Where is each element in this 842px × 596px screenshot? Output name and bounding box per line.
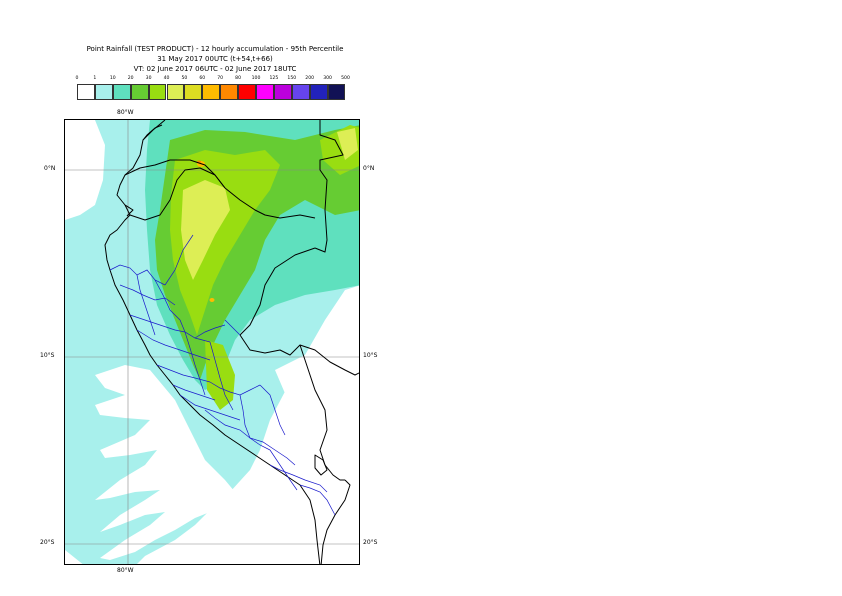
region-19 xyxy=(224,319,241,336)
legend-threshold-label: 80 xyxy=(235,76,242,81)
map-canvas xyxy=(65,120,359,564)
rain-band-50mm-ne xyxy=(337,128,358,160)
region-21 xyxy=(269,464,328,493)
legend-color-swatch xyxy=(202,84,221,100)
legend-color-swatch xyxy=(130,84,149,100)
region-14 xyxy=(204,409,251,439)
region-3 xyxy=(136,274,156,336)
legend-color-swatch xyxy=(273,84,292,100)
legend-color-swatch xyxy=(148,84,167,100)
legend-threshold-label: 50 xyxy=(181,76,188,81)
coast-north-detail xyxy=(142,124,163,141)
legend-threshold-label: 20 xyxy=(127,76,134,81)
legend-color-swatch xyxy=(184,84,203,100)
lat-label-right-0: 0°N xyxy=(363,165,375,172)
galapagos-coast xyxy=(124,204,134,217)
lat-label-left-10s: 10°S xyxy=(40,352,55,359)
region-11 xyxy=(172,384,216,401)
legend-threshold-label: 10 xyxy=(109,76,116,81)
legend-color-swatch xyxy=(327,84,346,100)
dry-ocean-south xyxy=(95,365,240,560)
legend-color-swatch xyxy=(220,84,239,100)
border-ecuador-peru xyxy=(129,167,316,221)
lon-label-top: 80°W xyxy=(117,109,134,116)
legend-threshold-label: 1 xyxy=(93,76,97,81)
lake-titicaca xyxy=(314,454,328,476)
border-colombia-ecuador xyxy=(124,159,226,189)
rain-spot-south xyxy=(209,298,215,302)
legend-color-swatch xyxy=(112,84,131,100)
region-4 xyxy=(154,279,186,333)
lat-label-left-0: 0°N xyxy=(44,165,56,172)
legend-threshold-label: 0 xyxy=(75,76,79,81)
lat-label-right-10s: 10°S xyxy=(363,352,378,359)
border-colombia-brazil xyxy=(314,120,344,253)
region-16 xyxy=(259,384,286,436)
legend-threshold-label: 500 xyxy=(341,76,350,81)
legend-color-swatch xyxy=(77,84,95,100)
legend-threshold-label: 100 xyxy=(251,76,261,81)
region-5 xyxy=(164,234,194,286)
region-13 xyxy=(209,381,261,396)
legend-threshold-label: 150 xyxy=(287,76,297,81)
region-22 xyxy=(299,484,336,516)
dry-patch-east xyxy=(275,355,340,440)
graticule xyxy=(65,120,359,564)
rain-band-50mm xyxy=(181,180,230,280)
title-line-2: 31 May 2017 00UTC (t+54,t+66) xyxy=(157,55,273,63)
legend-threshold-label: 60 xyxy=(199,76,206,81)
legend-color-swatch xyxy=(256,84,274,100)
lat-label-right-20s: 20°S xyxy=(363,539,378,546)
legend-threshold-label: 40 xyxy=(163,76,170,81)
region-12 xyxy=(179,394,241,421)
legend-threshold-label: 125 xyxy=(269,76,279,81)
legend-threshold-label: 30 xyxy=(145,76,152,81)
region-20 xyxy=(194,324,226,339)
legend-color-swatch xyxy=(238,84,256,100)
region-2 xyxy=(119,284,176,306)
region-17 xyxy=(249,437,296,466)
legend-color-swatch xyxy=(94,84,113,100)
region-7 xyxy=(136,329,211,361)
rainfall-map[interactable] xyxy=(64,119,360,565)
border-peru-brazil xyxy=(239,247,345,481)
title-line-3: VT: 02 June 2017 06UTC - 02 June 2017 18… xyxy=(133,65,297,73)
border-brazil-bolivia xyxy=(299,344,359,376)
legend-color-swatch xyxy=(166,84,185,100)
legend-color-swatch xyxy=(309,84,328,100)
rain-band-40mm-south xyxy=(205,340,235,410)
lon-label-bottom: 80°W xyxy=(117,567,134,574)
lat-label-left-20s: 20°S xyxy=(40,539,55,546)
region-9 xyxy=(209,341,234,411)
title-line-1: Point Rainfall (TEST PRODUCT) - 12 hourl… xyxy=(86,45,344,53)
region-8 xyxy=(184,331,206,396)
region-18 xyxy=(269,449,298,491)
region-15 xyxy=(239,394,271,451)
legend-threshold-label: 70 xyxy=(217,76,224,81)
regional-boundaries xyxy=(109,234,336,516)
legend-threshold-label: 200 xyxy=(305,76,315,81)
legend-color-swatch xyxy=(291,84,310,100)
legend-threshold-label: 300 xyxy=(323,76,332,81)
region-10 xyxy=(156,364,211,383)
